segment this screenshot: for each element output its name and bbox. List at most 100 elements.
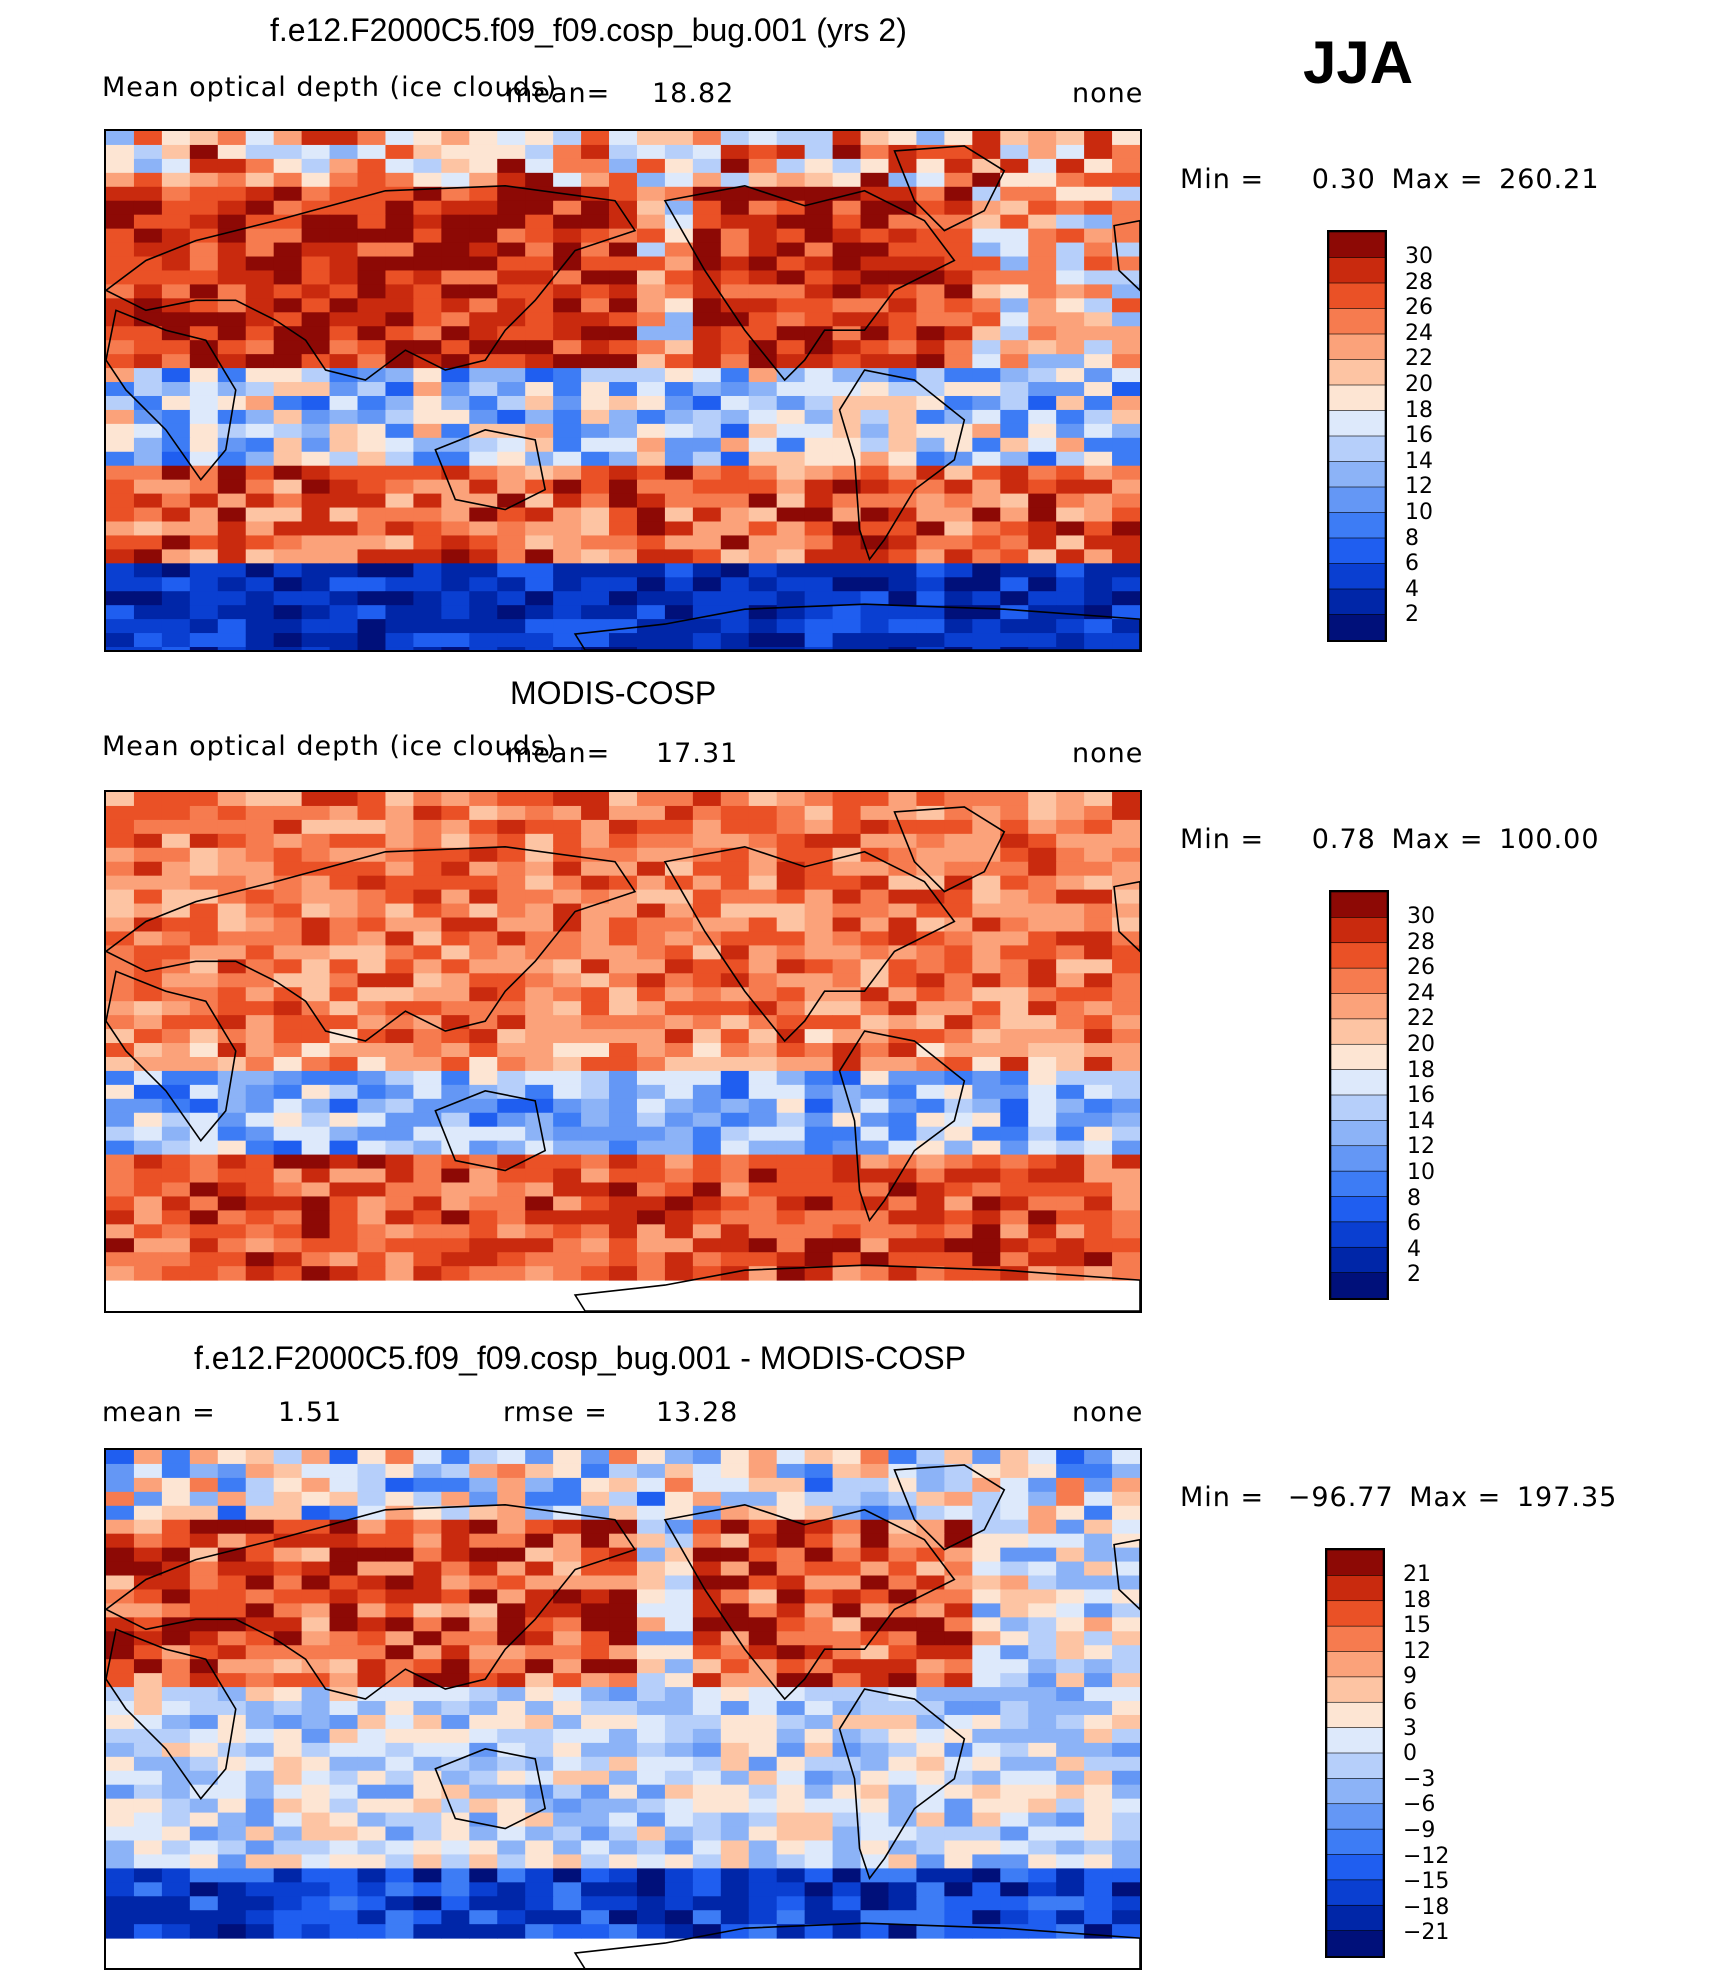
colorbar-tick-label: 18 [1405,397,1433,423]
units-label: none [1072,738,1144,769]
colorbar-tick-label: 26 [1405,295,1433,321]
min-value: 0.78 [1311,824,1376,855]
colorbar-swatch [1329,614,1385,640]
max-label: Max = [1391,824,1484,855]
units-label: none [1072,78,1144,109]
colorbar-tick-label: 30 [1405,244,1433,269]
rmse-value: 13.28 [656,1397,739,1428]
colorbar-tick-label: 18 [1407,1057,1435,1083]
colorbar-swatch [1331,942,1387,969]
colorbar-swatch [1327,1828,1383,1856]
colorbar-tick-label: 2 [1405,602,1419,628]
colorbar-tick-label: 6 [1403,1689,1417,1715]
coastlines [106,145,1140,650]
colorbar-swatch [1327,1651,1383,1678]
colorbar-swatch [1331,1069,1387,1096]
map-field-cells [106,131,1140,650]
colorbar-tick-label: 24 [1405,320,1433,346]
colorbar-tick-label: 30 [1407,904,1435,929]
colorbar [1329,890,1389,1300]
colorbar-swatch [1327,1575,1383,1602]
variable-label: Mean optical depth (ice clouds) [102,72,558,103]
diff-mean-label: mean = [102,1397,216,1428]
panel-title: MODIS-COSP [510,675,717,711]
colorbar-swatch [1331,1094,1387,1121]
variable-label: Mean optical depth (ice clouds) [102,731,558,762]
mean-label: mean= [506,78,611,109]
map-field [106,131,1140,650]
colorbar-swatch [1327,1904,1383,1932]
map-plot [104,790,1142,1313]
min-max-readout: Min = 0.30 Max = 260.21 [1180,164,1600,195]
colorbar-swatches [1331,892,1387,1298]
panel-title: f.e12.F2000C5.f09_f09.cosp_bug.001 (yrs … [270,12,907,48]
map-plot [104,1448,1142,1970]
colorbar-swatch [1329,588,1385,616]
colorbar-tick-label: 28 [1405,269,1433,295]
map-plot [104,129,1142,652]
max-value: 260.21 [1499,164,1600,195]
map-field [106,792,1140,1311]
colorbar-swatch [1331,967,1387,995]
colorbar-tick-label: 6 [1405,551,1419,577]
colorbar-swatch [1329,435,1385,463]
panel-obs: MODIS-COSP Mean optical depth (ice cloud… [102,675,1600,1313]
colorbar-tick-label: −15 [1403,1869,1450,1895]
colorbar-tick-label: 10 [1405,499,1433,525]
colorbar-swatch [1327,1930,1383,1956]
colorbar-tick-label: 12 [1403,1638,1431,1664]
colorbar-tick-label: 15 [1403,1613,1431,1639]
colorbar-swatch [1327,1879,1383,1906]
colorbar-swatches [1329,232,1385,640]
colorbar-labels: 30 28 26 24 22 20 18 16 14 12 10 8 6 4 2 [1405,244,1433,628]
colorbar-swatch [1327,1676,1383,1703]
colorbar-tick-label: 20 [1407,1031,1435,1057]
colorbar-tick-label: 16 [1407,1083,1435,1109]
season-label: JJA [1303,29,1414,96]
colorbar-tick-label: −6 [1403,1792,1436,1818]
colorbar-tick-label: 2 [1407,1262,1421,1288]
min-label: Min = [1180,164,1265,195]
colorbar-swatch [1327,1854,1383,1881]
min-label: Min = [1180,1482,1265,1513]
colorbar-tick-label: 16 [1405,423,1433,449]
colorbar-tick-label: 22 [1405,346,1433,372]
colorbar-tick-label: 12 [1407,1134,1435,1160]
colorbar-swatch [1331,1196,1387,1223]
colorbar-tick-label: 0 [1403,1741,1417,1767]
min-value: 0.30 [1311,164,1376,195]
rmse-label: rmse = [503,1397,608,1428]
colorbar-swatch [1327,1701,1383,1729]
colorbar-tick-label: 3 [1403,1715,1417,1741]
min-value: −96.77 [1287,1482,1394,1513]
colorbar-swatch [1329,563,1385,590]
colorbar-swatch [1331,993,1387,1020]
min-max-readout: Min = 0.78 Max = 100.00 [1180,824,1600,855]
colorbar-tick-label: −3 [1403,1766,1436,1792]
mean-value: 18.82 [652,78,735,109]
colorbar-swatch [1327,1727,1383,1754]
colorbar-tick-label: 26 [1407,955,1435,981]
colorbar-tick-label: 8 [1407,1185,1421,1211]
colorbar-tick-label: 4 [1407,1236,1421,1262]
colorbar-tick-label: 4 [1405,576,1419,602]
colorbar-swatch [1327,1600,1383,1627]
colorbar-tick-label: −18 [1403,1894,1450,1920]
colorbar-swatch [1329,333,1385,361]
coastlines [106,1464,1140,1968]
colorbar-swatch [1329,282,1385,310]
diff-mean-value: 1.51 [278,1397,343,1428]
colorbar-tick-label: 21 [1403,1562,1431,1587]
max-value: 197.35 [1516,1482,1618,1513]
map-field-cells [106,1450,1140,1939]
colorbar-tick-label: 14 [1405,448,1433,474]
colorbar-tick-label: −9 [1403,1817,1436,1843]
colorbar-swatch [1327,1550,1383,1576]
colorbar-swatch [1331,1272,1387,1298]
colorbar-tick-label: 10 [1407,1159,1435,1185]
colorbar-tick-label: 28 [1407,929,1435,955]
colorbar-swatch [1331,1246,1387,1274]
colorbar-tick-label: 6 [1407,1211,1421,1237]
colorbar-swatches [1327,1550,1383,1956]
colorbar-tick-label: 24 [1407,980,1435,1006]
